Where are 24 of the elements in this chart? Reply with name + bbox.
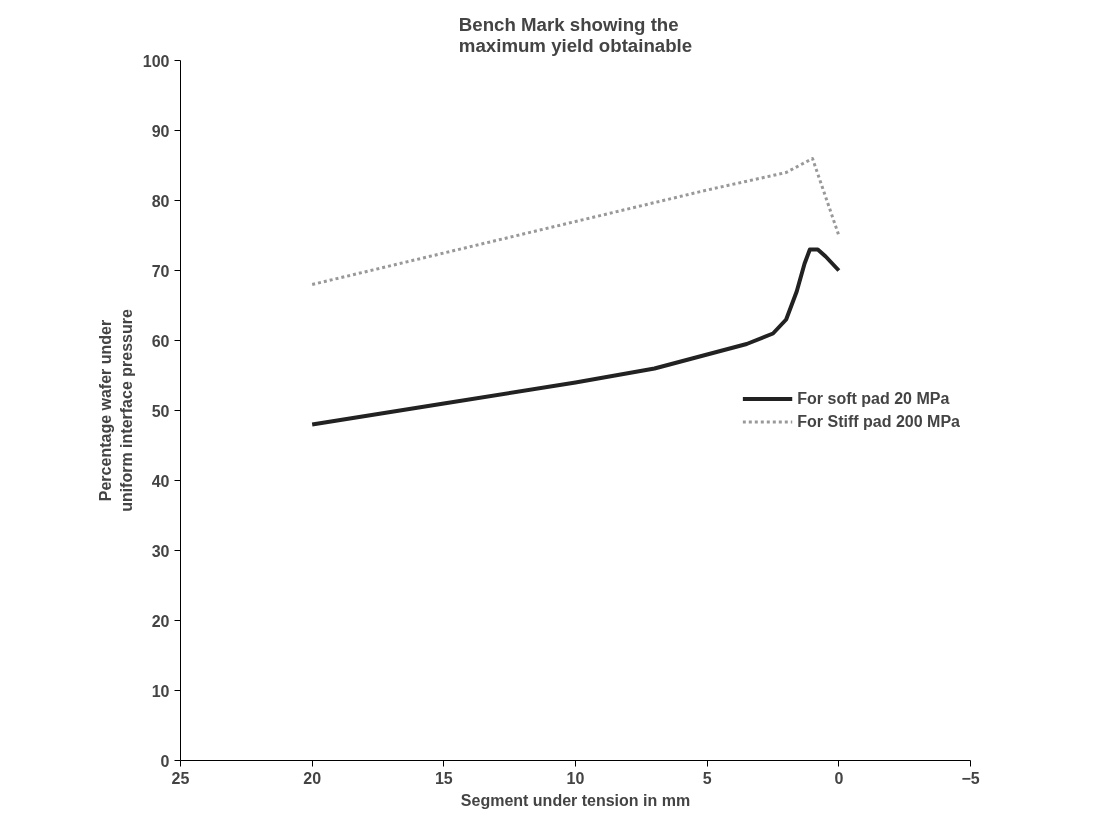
- y-tick-label: 10: [151, 682, 170, 700]
- y-axis-title: Percentage wafer under uniform interface pressure: [97, 309, 135, 512]
- x-tick-label: 0: [834, 769, 844, 787]
- y-tick-label: 90: [151, 122, 170, 140]
- chart-title: Bench Mark showing the maximum yield obtainable: [458, 13, 693, 56]
- x-axis-title: Segment under tension in mm: [460, 791, 691, 809]
- line-series: [310, 157, 841, 286]
- y-tick-label: 50: [151, 402, 170, 420]
- x-tick-label: 10: [566, 769, 585, 787]
- y-tick-label: 40: [151, 472, 170, 490]
- legend-label: For soft pad 20 MPa: [797, 389, 950, 408]
- y-tick-label: 30: [151, 542, 170, 560]
- y-tick-label: 70: [151, 262, 170, 280]
- x-tick-label: 5: [702, 769, 712, 787]
- y-tick-label: 80: [151, 192, 170, 210]
- y-tick-label: 0: [160, 752, 170, 770]
- legend-label: For Stiff pad 200 MPa: [797, 412, 960, 431]
- x-tick-label: 25: [171, 769, 190, 787]
- x-tick-label: −5: [961, 769, 980, 787]
- y-tick-label: 20: [151, 612, 170, 630]
- x-tick-label: 20: [303, 769, 322, 787]
- x-tick-label: 15: [434, 769, 453, 787]
- y-tick-label: 100: [142, 52, 170, 70]
- y-tick-label: 60: [151, 332, 170, 350]
